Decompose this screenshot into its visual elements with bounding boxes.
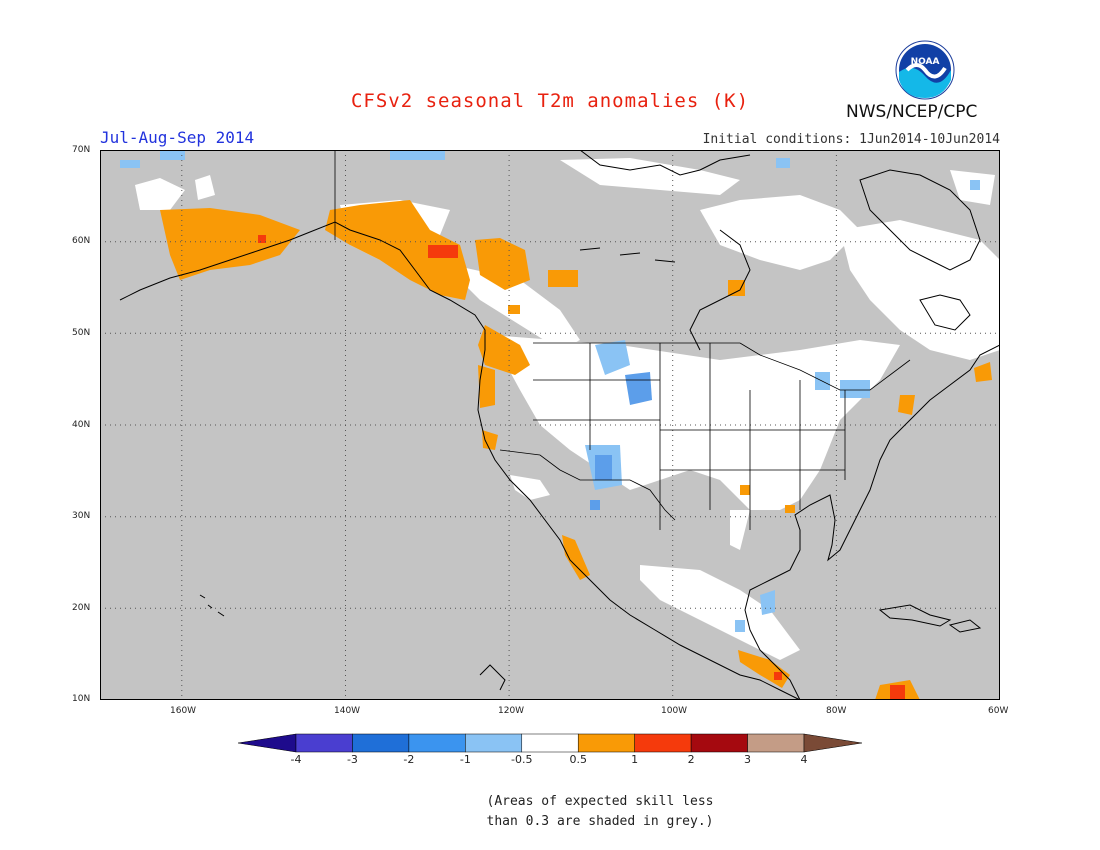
anomaly-map xyxy=(100,150,1000,700)
season-label: Jul-Aug-Sep 2014 xyxy=(100,128,255,147)
lat-label-10n: 10N xyxy=(72,694,91,704)
skill-note: (Areas of expected skill less than 0.3 a… xyxy=(0,792,1100,832)
colorbar-cell-min xyxy=(238,733,297,753)
colorbar-cell xyxy=(295,733,353,753)
coastlines xyxy=(119,150,1000,700)
colorbar-cell xyxy=(408,733,466,753)
lon-label-80w: 80W xyxy=(826,706,847,716)
noaa-logo-text: NOAA xyxy=(911,57,940,67)
colorbar-cell xyxy=(747,733,805,753)
colorbar-label: -3 xyxy=(346,753,358,766)
colorbar-label: 2 xyxy=(687,753,695,766)
lon-label-160w: 160W xyxy=(170,706,197,716)
colorbar-cell xyxy=(577,733,635,753)
colorbar-label: -2 xyxy=(403,753,415,766)
skill-note-line2: than 0.3 are shaded in grey.) xyxy=(486,814,714,829)
skill-note-line1: (Areas of expected skill less xyxy=(486,794,714,809)
colorbar-cell xyxy=(634,733,692,753)
lat-label-60n: 60N xyxy=(72,236,91,246)
colorbar-label: -1 xyxy=(459,753,471,766)
colorbar-label: 3 xyxy=(744,753,752,766)
lon-label-60w: 60W xyxy=(988,706,1009,716)
political-boundaries xyxy=(334,150,911,530)
colorbar-label: 1 xyxy=(631,753,639,766)
lon-label-100w: 100W xyxy=(661,706,688,716)
colorbar-label: -0.5 xyxy=(511,753,533,766)
lon-label-120w: 120W xyxy=(498,706,525,716)
colorbar-cell xyxy=(521,733,579,753)
lat-lon-grid xyxy=(100,150,1000,700)
colorbar-cell-max xyxy=(803,733,862,753)
strong-above-normal-regions xyxy=(258,235,905,700)
map-title: CFSv2 seasonal T2m anomalies (K) xyxy=(350,90,750,112)
lat-label-20n: 20N xyxy=(72,603,91,613)
colorbar-label: -4 xyxy=(290,753,302,766)
lon-label-140w: 140W xyxy=(334,706,361,716)
lat-label-30n: 30N xyxy=(72,511,91,521)
colorbar-label: 0.5 xyxy=(569,753,587,766)
lat-label-70n: 70N xyxy=(72,145,91,155)
colorbar xyxy=(238,733,862,753)
lat-label-40n: 40N xyxy=(72,420,91,430)
colorbar-label: 4 xyxy=(800,753,808,766)
colorbar-cell xyxy=(465,733,523,753)
lat-label-50n: 50N xyxy=(72,328,91,338)
colorbar-cell xyxy=(690,733,748,753)
below-normal-regions xyxy=(120,150,980,632)
initial-conditions-label: Initial conditions: 1Jun2014-10Jun2014 xyxy=(702,132,1000,147)
colorbar-cell xyxy=(352,733,410,753)
noaa-logo: NOAA xyxy=(895,40,955,100)
organization-label: NWS/NCEP/CPC xyxy=(846,102,978,122)
